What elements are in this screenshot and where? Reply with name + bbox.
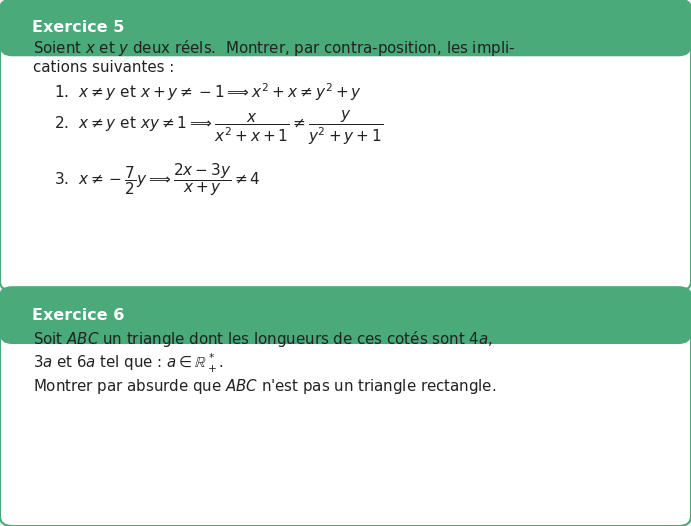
Text: Montrer par absurde que $ABC$ n'est pas un triangle rectangle.: Montrer par absurde que $ABC$ n'est pas …	[33, 377, 496, 396]
Text: Soit $ABC$ un triangle dont les longueurs de ces cotés sont $4a$,: Soit $ABC$ un triangle dont les longueur…	[33, 329, 493, 349]
Bar	[12, 316, 679, 335]
Text: 3.  $x \neq -\dfrac{7}{2}y \Longrightarrow \dfrac{2x - 3y}{x + y} \neq 4$: 3. $x \neq -\dfrac{7}{2}y \Longrightarro…	[54, 161, 261, 198]
FancyBboxPatch shape	[0, 287, 691, 526]
Text: cations suivantes :: cations suivantes :	[33, 60, 174, 75]
FancyBboxPatch shape	[0, 0, 691, 291]
Text: Exercice 5: Exercice 5	[32, 21, 124, 35]
Text: $3a$ et $6a$ tel que : $a \in \mathbb{R}_+^*$.: $3a$ et $6a$ tel que : $a \in \mathbb{R}…	[33, 351, 224, 375]
FancyBboxPatch shape	[0, 0, 691, 56]
Text: 1.  $x \neq y$ et $x + y \neq -1 \Longrightarrow x^2 + x \neq y^2 + y$: 1. $x \neq y$ et $x + y \neq -1 \Longrig…	[54, 81, 362, 103]
Text: Exercice 6: Exercice 6	[32, 308, 124, 323]
FancyBboxPatch shape	[0, 287, 691, 344]
Text: 2.  $x \neq y$ et $xy \neq 1 \Longrightarrow \dfrac{x}{x^2 + x + 1} \neq \dfrac{: 2. $x \neq y$ et $xy \neq 1 \Longrightar…	[54, 108, 384, 147]
Bar	[12, 28, 679, 47]
Text: Soient $x$ et $y$ deux réels.  Montrer, par contra-position, les impli-: Soient $x$ et $y$ deux réels. Montrer, p…	[33, 38, 515, 58]
